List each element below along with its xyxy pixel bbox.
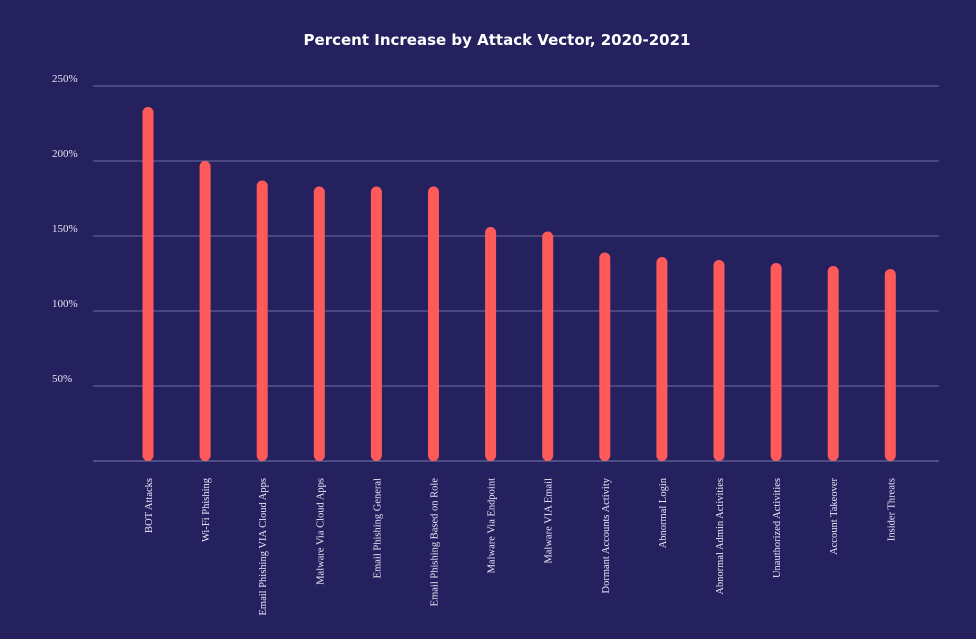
x-tick-label: Wi-Fi Phishing <box>201 477 212 542</box>
x-tick-label: Email Phishing General <box>372 478 383 578</box>
bars <box>142 107 896 461</box>
bar <box>542 231 554 461</box>
gridlines <box>93 85 939 462</box>
bar <box>656 257 668 461</box>
x-tick-label: Malware Via Endpoint <box>487 478 498 573</box>
bar <box>199 161 211 461</box>
y-tick-label: 50% <box>52 373 72 385</box>
x-tick-label: Unauthorized Activities <box>772 478 783 578</box>
bar <box>713 260 725 461</box>
x-tick-label: Email Phishing VIA Cloud Apps <box>258 478 269 616</box>
x-axis-ticks: BOT Attacks Wi-Fi Phishing Email Phishing … <box>144 477 897 615</box>
x-tick-label: Email Phishing Based on Role <box>430 478 441 607</box>
bar <box>770 263 782 461</box>
bar <box>827 266 839 461</box>
x-tick-label: Abnormal Login <box>658 477 669 548</box>
y-tick-label: 200% <box>52 148 78 160</box>
chart-title: Percent Increase by Attack Vector, 2020-… <box>304 31 691 49</box>
bar <box>142 107 154 461</box>
y-axis-ticks: 50% 100% 150% 200% 250% <box>52 73 78 385</box>
bar <box>599 252 611 461</box>
x-tick-label: Abnormal Admin Activities <box>715 478 726 595</box>
x-tick-label: Dormant Accounts Activity <box>601 477 612 593</box>
bar <box>256 180 268 461</box>
x-tick-label: Malware VIA Email <box>544 478 555 564</box>
bar <box>428 186 439 461</box>
bar <box>370 186 382 461</box>
y-tick-label: 250% <box>52 73 78 85</box>
x-tick-label: Malware Via Cloud Apps <box>315 478 326 585</box>
y-tick-label: 100% <box>52 298 78 310</box>
x-tick-label: BOT Attacks <box>144 478 155 533</box>
x-tick-label: Account Takeover <box>829 478 840 555</box>
bar <box>313 186 325 461</box>
y-tick-label: 150% <box>52 223 78 235</box>
bar <box>485 227 497 461</box>
x-tick-label: Insider Threats <box>886 478 897 541</box>
bar <box>884 269 896 461</box>
